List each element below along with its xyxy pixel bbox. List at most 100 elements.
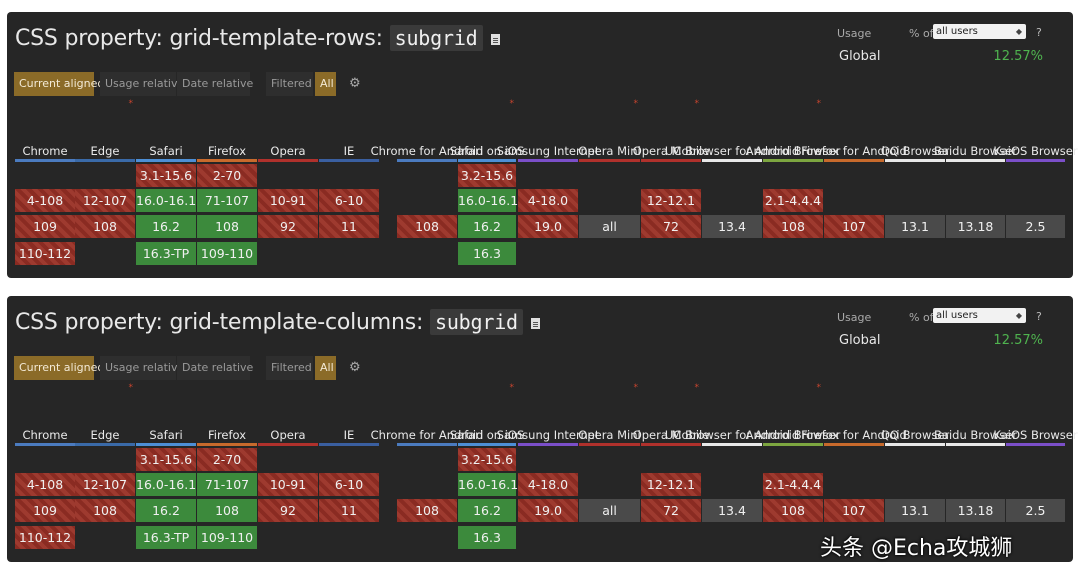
gear-icon[interactable]: ⚙ — [349, 76, 361, 91]
support-cell[interactable]: 16.0-16.1 — [458, 473, 518, 496]
support-cell[interactable]: 107 — [824, 499, 884, 522]
browser-name: Opera Mini — [578, 144, 641, 158]
support-cell[interactable]: 2-70 — [197, 164, 257, 187]
support-cell[interactable]: 3.1-15.6 — [136, 164, 196, 187]
support-cell[interactable]: 12-107 — [75, 473, 135, 496]
support-cell[interactable]: 12-12.1 — [641, 189, 701, 212]
usage-relative-button[interactable]: Usage relative — [100, 72, 184, 96]
support-cell[interactable]: 108 — [197, 499, 257, 522]
document-icon[interactable] — [530, 317, 540, 329]
filtered-button[interactable]: Filtered — [266, 72, 313, 96]
support-cell[interactable]: 16.3-TP — [136, 526, 196, 549]
current-aligned-button[interactable]: Current aligned — [14, 72, 104, 96]
support-cell[interactable]: 16.0-16.1 — [136, 189, 196, 212]
help-icon[interactable]: ? — [1036, 310, 1042, 323]
support-cell[interactable]: 13.1 — [885, 215, 945, 238]
support-cell[interactable]: 13.4 — [702, 499, 762, 522]
date-relative-button[interactable]: Date relative — [177, 72, 253, 96]
browser-name: Android Browser — [745, 428, 841, 442]
support-cell[interactable]: 2-70 — [197, 448, 257, 471]
browser-header: Firefox for Android — [801, 98, 907, 162]
support-cell[interactable]: 92 — [258, 215, 318, 238]
support-cell[interactable]: 16.3 — [458, 526, 516, 549]
gear-icon[interactable]: ⚙ — [349, 360, 361, 375]
support-cell[interactable]: 108 — [397, 215, 457, 238]
support-cell[interactable]: 11 — [319, 215, 379, 238]
support-cell[interactable]: 10-91 — [258, 473, 318, 496]
support-cell[interactable]: 107 — [824, 215, 884, 238]
browser-name: IE — [343, 144, 355, 158]
support-cell[interactable]: 13.18 — [946, 499, 1005, 522]
support-cell[interactable]: 12-107 — [75, 189, 135, 212]
support-cell[interactable]: 2.5 — [1006, 499, 1065, 522]
support-cell[interactable]: 108 — [397, 499, 457, 522]
browser-header: Opera Mobile * — [633, 98, 709, 162]
support-cell[interactable]: 16.2 — [136, 215, 196, 238]
support-cell[interactable]: 16.0-16.1 — [136, 473, 196, 496]
help-icon[interactable]: ? — [1036, 26, 1042, 39]
support-cell[interactable]: 109-110 — [197, 242, 257, 265]
support-cell[interactable]: 6-10 — [319, 473, 379, 496]
browser-name: Chrome for Android — [370, 144, 484, 158]
support-cell[interactable]: 2.1-4.4.4 — [763, 473, 823, 496]
support-cell[interactable]: 13.4 — [702, 215, 762, 238]
support-cell[interactable]: 109 — [15, 215, 75, 238]
browser-underline — [824, 159, 884, 162]
support-cell[interactable]: 72 — [641, 215, 701, 238]
support-cell[interactable]: 16.3-TP — [136, 242, 196, 265]
support-cell[interactable]: 11 — [319, 499, 379, 522]
filtered-button[interactable]: Filtered — [266, 356, 313, 380]
support-cell[interactable]: 71-107 — [197, 189, 257, 212]
browser-name: QQ Browser — [880, 144, 950, 158]
all-button[interactable]: All — [315, 72, 336, 96]
support-cell[interactable]: 2.5 — [1006, 215, 1065, 238]
title-text: CSS property: grid-template-columns: — [15, 310, 430, 335]
support-cell[interactable]: all — [579, 499, 640, 522]
support-cell[interactable]: 4-108 — [15, 189, 75, 212]
support-cell[interactable]: 108 — [763, 215, 823, 238]
support-cell[interactable]: 16.2 — [136, 499, 196, 522]
support-cell[interactable]: 13.18 — [946, 215, 1005, 238]
browser-underline — [702, 159, 762, 162]
support-cell[interactable]: 4-18.0 — [518, 189, 578, 212]
support-cell[interactable]: 16.3 — [458, 242, 516, 265]
support-cell[interactable]: 16.2 — [458, 499, 516, 522]
user-select[interactable]: all users ◆ — [933, 308, 1026, 323]
support-cell[interactable]: 108 — [763, 499, 823, 522]
browser-header: Edge * — [75, 98, 135, 162]
support-cell[interactable]: 13.1 — [885, 499, 945, 522]
support-cell[interactable]: 108 — [75, 499, 135, 522]
browser-underline — [763, 159, 823, 162]
support-cell[interactable]: 109 — [15, 499, 75, 522]
support-cell[interactable]: 72 — [641, 499, 701, 522]
date-relative-button[interactable]: Date relative — [177, 356, 253, 380]
support-cell[interactable]: 3.2-15.6 — [458, 448, 516, 471]
browser-underline — [641, 443, 701, 446]
support-cell[interactable]: 10-91 — [258, 189, 318, 212]
support-cell[interactable]: 110-112 — [15, 242, 75, 265]
support-cell[interactable]: 4-18.0 — [518, 473, 578, 496]
user-select[interactable]: all users ◆ — [933, 24, 1026, 39]
support-cell[interactable]: 2.1-4.4.4 — [763, 189, 823, 212]
support-cell[interactable]: 16.0-16.1 — [458, 189, 518, 212]
support-cell[interactable]: 71-107 — [197, 473, 257, 496]
document-icon[interactable] — [490, 33, 500, 45]
all-button[interactable]: All — [315, 356, 336, 380]
support-cell[interactable]: 3.1-15.6 — [136, 448, 196, 471]
support-cell[interactable]: 92 — [258, 499, 318, 522]
current-aligned-button[interactable]: Current aligned — [14, 356, 104, 380]
support-cell[interactable]: 108 — [75, 215, 135, 238]
usage-relative-button[interactable]: Usage relative — [100, 356, 184, 380]
support-cell[interactable]: 4-108 — [15, 473, 75, 496]
support-cell[interactable]: 108 — [197, 215, 257, 238]
support-cell[interactable]: 6-10 — [319, 189, 379, 212]
support-cell[interactable]: 109-110 — [197, 526, 257, 549]
support-cell[interactable]: 16.2 — [458, 215, 516, 238]
support-cell[interactable]: all — [579, 215, 640, 238]
support-cell[interactable]: 110-112 — [15, 526, 75, 549]
browser-name: Safari on iOS — [449, 144, 525, 158]
support-cell[interactable]: 3.2-15.6 — [458, 164, 516, 187]
support-cell[interactable]: 12-12.1 — [641, 473, 701, 496]
support-cell[interactable]: 19.0 — [518, 499, 578, 522]
support-cell[interactable]: 19.0 — [518, 215, 578, 238]
